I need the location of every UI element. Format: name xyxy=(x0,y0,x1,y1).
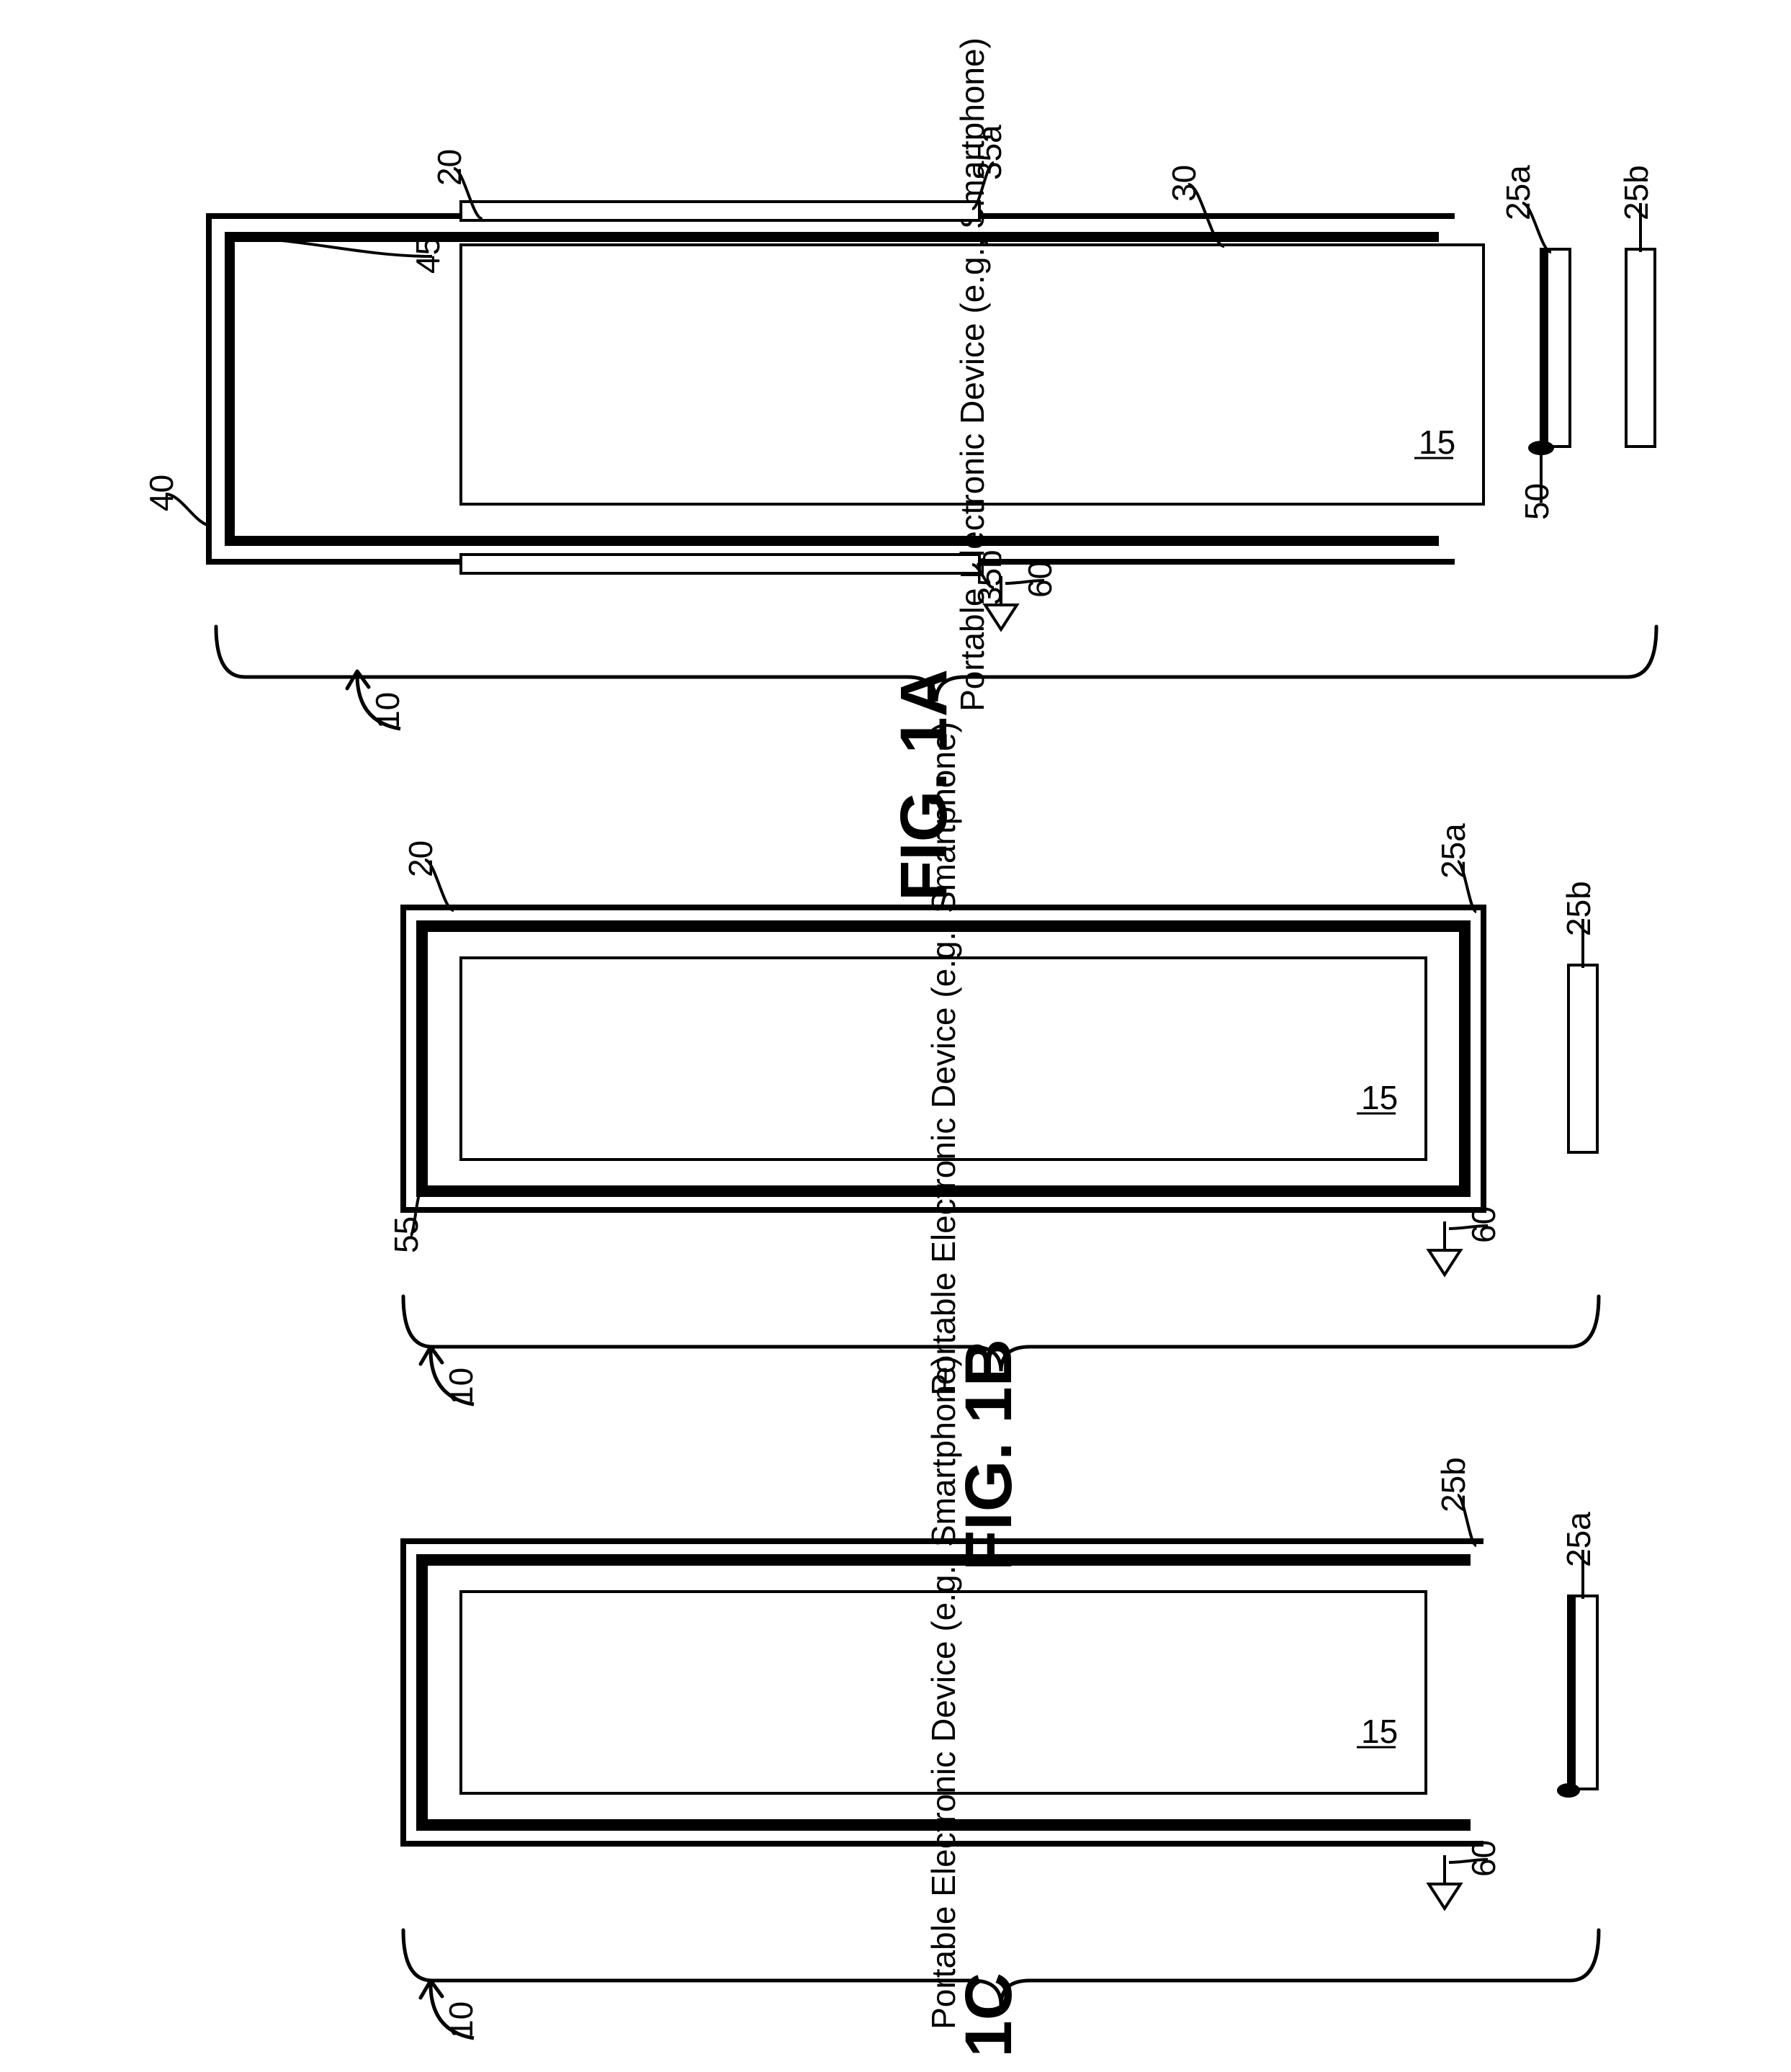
bulge xyxy=(1557,1783,1580,1798)
thick-border xyxy=(416,1554,428,1831)
ref-15: 15 xyxy=(1361,1713,1398,1750)
layer-35b xyxy=(461,555,979,573)
ref-50: 50 xyxy=(1518,483,1556,520)
ref-55: 55 xyxy=(387,1216,425,1253)
device-text: Portable Electronic Device (e.g., Smartp… xyxy=(925,722,962,1396)
ref-25a: 25a xyxy=(1435,823,1472,879)
ground-icon xyxy=(1429,1250,1460,1275)
ref-25a: 25a xyxy=(1560,1512,1597,1567)
ref-15: 15 xyxy=(1419,423,1455,461)
ref-10: 10 xyxy=(369,692,406,729)
device-text: Portable Electronic Device (e.g., Smartp… xyxy=(925,1355,962,2030)
cap-25b xyxy=(1568,965,1597,1152)
thick-border xyxy=(225,232,1439,242)
cap-25b xyxy=(1626,249,1655,447)
outer-case xyxy=(209,216,1455,562)
ref-10: 10 xyxy=(442,1368,480,1404)
figure-label: FIG. 1C xyxy=(952,1973,1025,2068)
ref-35a: 35a xyxy=(971,125,1008,180)
ref-25b: 25b xyxy=(1435,1457,1472,1512)
thick-border xyxy=(1459,920,1471,1197)
layer-35a xyxy=(461,202,979,220)
cap-25a-bold xyxy=(1541,249,1548,447)
cap-25a-bold xyxy=(1568,1596,1576,1789)
ref-25b: 25b xyxy=(1560,881,1597,936)
figure-label: FIG. 1B xyxy=(952,1339,1025,1571)
ref-35b: 35b xyxy=(971,550,1008,605)
thick-border xyxy=(225,536,1439,546)
ground-icon xyxy=(1429,1884,1460,1909)
ref-40: 40 xyxy=(143,475,180,511)
ref-25b: 25b xyxy=(1617,165,1655,220)
ref-15: 15 xyxy=(1361,1079,1398,1116)
thick-border xyxy=(416,920,428,1197)
ref-10: 10 xyxy=(442,2001,480,2038)
thick-border xyxy=(225,232,235,546)
bulge-50 xyxy=(1528,441,1554,455)
